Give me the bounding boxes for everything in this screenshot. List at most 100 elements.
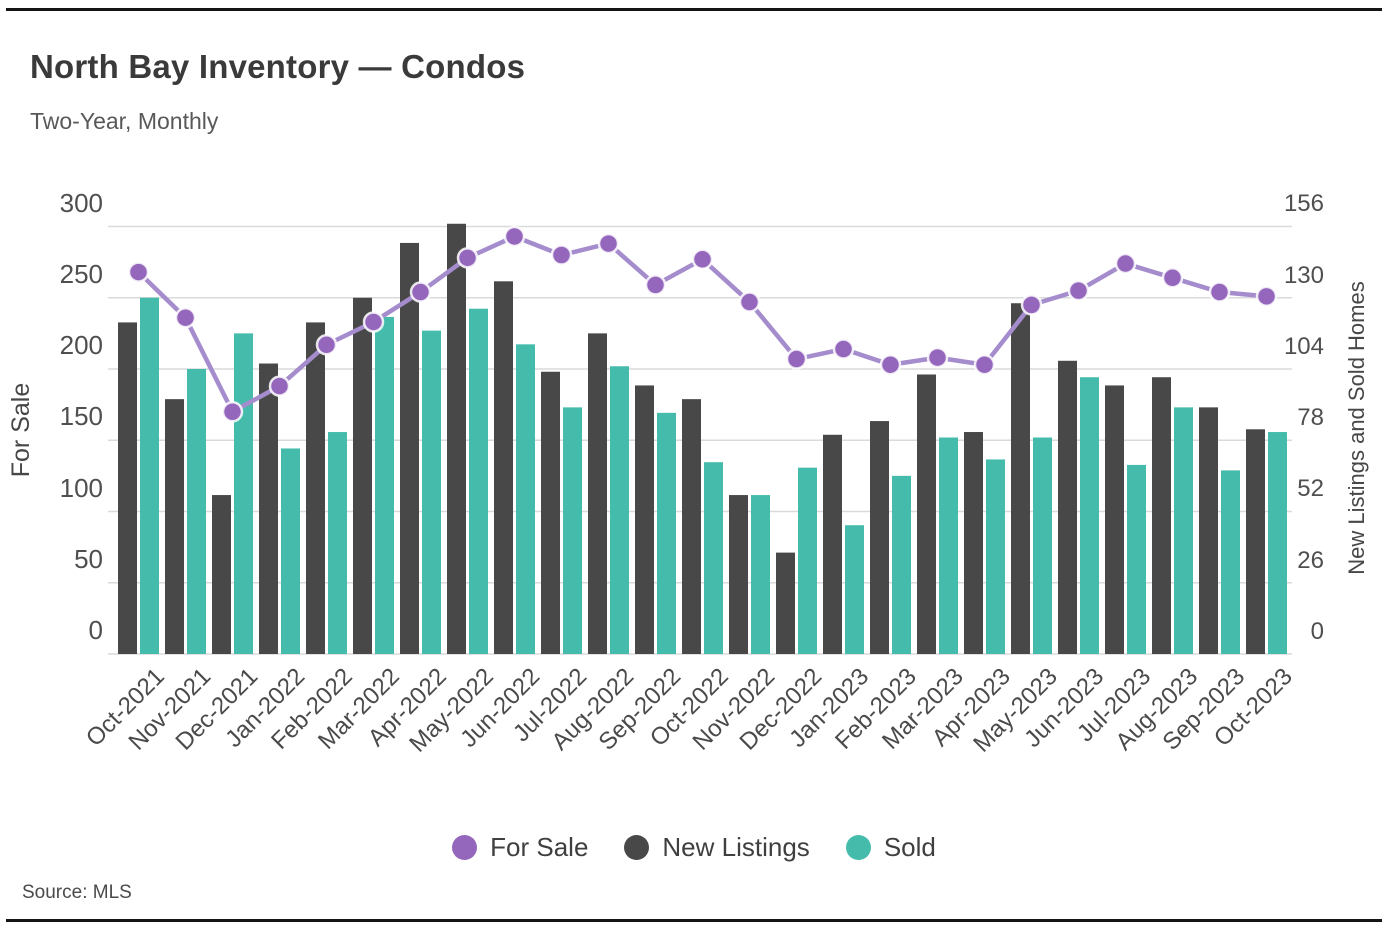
point-for-sale bbox=[926, 346, 949, 369]
bar-new-listings bbox=[541, 371, 560, 654]
legend-label-new-listings: New Listings bbox=[662, 831, 810, 862]
bar-sold bbox=[751, 495, 770, 654]
point-for-sale bbox=[785, 348, 808, 370]
bar-new-listings bbox=[588, 333, 607, 654]
bar-new-listings bbox=[1152, 377, 1171, 654]
bar-sold bbox=[563, 407, 582, 654]
bar-new-listings bbox=[306, 322, 325, 654]
legend-label-for-sale: For Sale bbox=[490, 831, 589, 862]
point-for-sale bbox=[1255, 285, 1278, 308]
bar-new-listings bbox=[165, 399, 184, 654]
point-for-sale bbox=[832, 338, 855, 360]
point-for-sale bbox=[1067, 279, 1090, 302]
y-axis-tick-right: 0 bbox=[1310, 618, 1324, 645]
bar-new-listings bbox=[259, 363, 278, 654]
bar-sold bbox=[1127, 464, 1146, 654]
y-axis-tick-left: 300 bbox=[59, 187, 103, 218]
point-for-sale bbox=[409, 281, 432, 303]
y-axis-tick-left: 50 bbox=[74, 543, 103, 574]
point-for-sale bbox=[174, 306, 197, 329]
legend-item-for-sale: For Sale bbox=[452, 832, 588, 863]
y-axis-tick-left: 200 bbox=[59, 330, 103, 360]
bar-new-listings bbox=[729, 495, 748, 654]
bar-new-listings bbox=[1011, 303, 1030, 654]
bar-sold bbox=[704, 462, 723, 654]
bar-sold bbox=[1268, 432, 1287, 654]
bar-new-listings bbox=[682, 399, 701, 654]
bar-new-listings bbox=[212, 495, 231, 654]
bar-sold bbox=[1174, 407, 1193, 654]
chart-title: North Bay Inventory — Condos bbox=[30, 48, 526, 85]
chart-legend: For Sale New Listings Sold bbox=[0, 826, 1388, 868]
point-for-sale bbox=[597, 232, 620, 255]
point-for-sale bbox=[1020, 294, 1043, 316]
bottom-border-rule bbox=[6, 919, 1382, 922]
bar-new-listings bbox=[1199, 407, 1218, 654]
y-axis-tick-left: 100 bbox=[59, 472, 103, 503]
y-axis-tick-left: 250 bbox=[59, 258, 103, 289]
bar-new-listings bbox=[870, 421, 889, 654]
right-axis-title: New Listings and Sold Homes bbox=[1344, 281, 1369, 575]
bar-sold bbox=[845, 525, 864, 654]
point-for-sale bbox=[879, 353, 902, 376]
y-axis-tick-right: 104 bbox=[1283, 332, 1324, 360]
bar-sold bbox=[1221, 470, 1240, 654]
legend-label-sold: Sold bbox=[883, 831, 936, 862]
legend-marker-sold-icon bbox=[845, 834, 871, 860]
bar-new-listings bbox=[400, 242, 419, 654]
bar-sold bbox=[422, 330, 441, 654]
legend-marker-for-sale-icon bbox=[452, 834, 478, 860]
bar-new-listings bbox=[118, 322, 137, 654]
y-axis-tick-right: 26 bbox=[1297, 546, 1324, 574]
point-for-sale bbox=[503, 225, 526, 248]
point-for-sale bbox=[550, 244, 573, 266]
bar-sold bbox=[986, 459, 1005, 654]
bar-sold bbox=[375, 316, 394, 654]
point-for-sale bbox=[456, 247, 479, 269]
y-axis-tick-right: 52 bbox=[1297, 475, 1324, 503]
y-axis-tick-right: 130 bbox=[1283, 261, 1324, 289]
bar-new-listings bbox=[447, 223, 466, 654]
y-axis-tick-right: 156 bbox=[1283, 190, 1324, 218]
point-for-sale bbox=[362, 311, 385, 333]
bar-new-listings bbox=[823, 434, 842, 654]
bar-new-listings bbox=[353, 297, 372, 654]
y-axis-tick-left: 150 bbox=[59, 401, 103, 432]
bar-sold bbox=[281, 448, 300, 654]
bar-sold bbox=[939, 437, 958, 654]
legend-item-new-listings: New Listings bbox=[624, 831, 810, 863]
bar-sold bbox=[328, 432, 347, 654]
point-for-sale bbox=[1161, 267, 1184, 289]
point-for-sale bbox=[738, 291, 761, 313]
bar-new-listings bbox=[494, 281, 513, 654]
point-for-sale bbox=[644, 274, 667, 296]
bar-sold bbox=[1033, 437, 1052, 654]
bar-new-listings bbox=[1105, 385, 1124, 654]
point-for-sale bbox=[973, 353, 996, 376]
point-for-sale bbox=[221, 401, 244, 423]
bar-new-listings bbox=[776, 552, 795, 654]
y-axis-tick-right: 78 bbox=[1297, 404, 1324, 432]
point-for-sale bbox=[1114, 252, 1137, 275]
bar-sold bbox=[187, 368, 206, 654]
bar-new-listings bbox=[1058, 360, 1077, 654]
bar-sold bbox=[610, 366, 629, 654]
bar-new-listings bbox=[635, 385, 654, 654]
bar-sold bbox=[1080, 377, 1099, 654]
point-for-sale bbox=[315, 334, 338, 356]
bar-new-listings bbox=[1246, 429, 1265, 654]
point-for-sale bbox=[268, 375, 291, 397]
bar-sold bbox=[234, 333, 253, 654]
chart-subtitle: Two-Year, Monthly bbox=[30, 108, 219, 134]
point-for-sale bbox=[1208, 281, 1231, 303]
bar-sold bbox=[516, 344, 535, 654]
left-axis-title: For Sale bbox=[7, 382, 35, 478]
legend-item-sold: Sold bbox=[845, 831, 936, 863]
source-note: Source: MLS bbox=[22, 882, 132, 903]
top-border-rule bbox=[6, 8, 1382, 11]
point-for-sale bbox=[691, 248, 714, 271]
bar-sold bbox=[892, 475, 911, 654]
bar-sold bbox=[140, 297, 159, 654]
